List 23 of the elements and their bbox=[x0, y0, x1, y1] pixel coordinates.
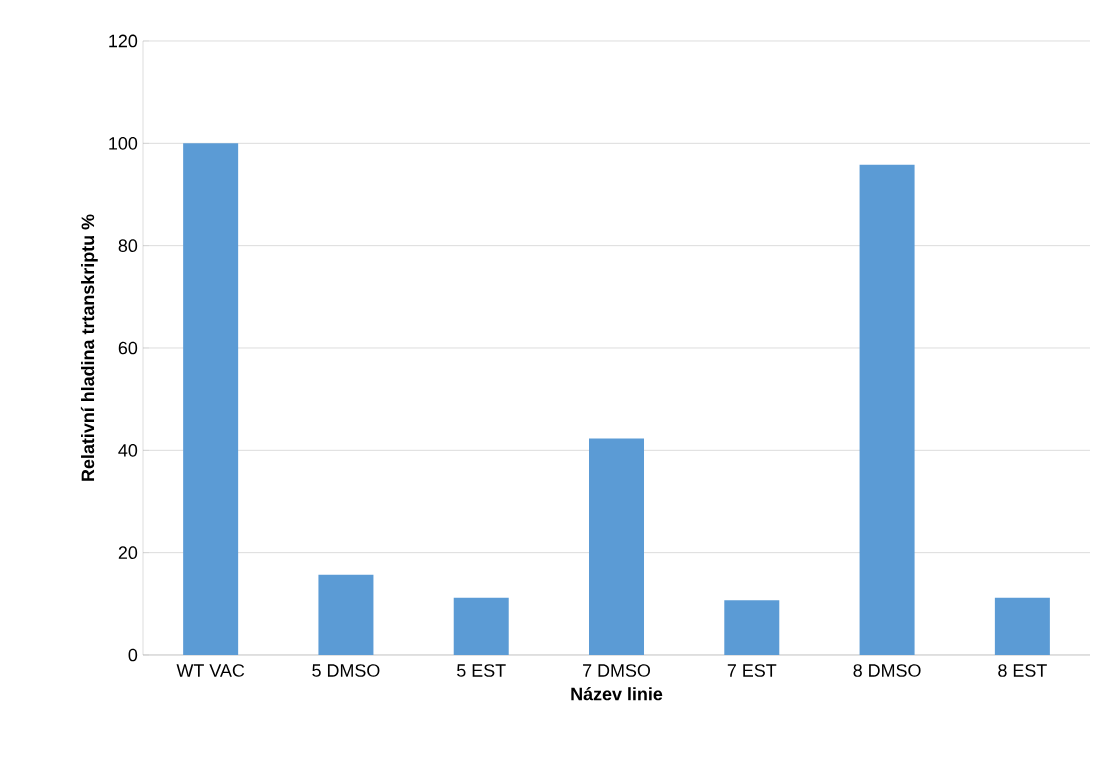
y-tick-label: 20 bbox=[118, 546, 138, 559]
x-tick-label: 5 DMSO bbox=[312, 664, 380, 677]
x-tick-label: 7 DMSO bbox=[583, 664, 651, 677]
y-tick-label: 80 bbox=[118, 239, 138, 252]
y-axis-title: Relativní hladina trtanskriptu % bbox=[80, 214, 98, 481]
x-tick-label: 8 DMSO bbox=[853, 664, 921, 677]
x-axis-title: Název linie bbox=[571, 687, 663, 701]
y-tick-label: 60 bbox=[118, 341, 138, 355]
x-tick-label: 7 EST bbox=[727, 664, 777, 677]
bar bbox=[183, 143, 239, 655]
y-tick-label: 120 bbox=[109, 34, 138, 48]
y-tick-label: 40 bbox=[118, 443, 138, 457]
y-tick-label: 100 bbox=[109, 136, 138, 150]
bar bbox=[589, 438, 645, 655]
y-tick-label: 0 bbox=[128, 648, 138, 662]
bar bbox=[724, 600, 780, 655]
bar bbox=[859, 164, 915, 655]
x-tick-label: 8 EST bbox=[998, 664, 1047, 677]
x-tick-label: WT VAC bbox=[176, 664, 245, 677]
bar bbox=[994, 597, 1050, 655]
bar bbox=[453, 597, 509, 655]
bar bbox=[318, 574, 374, 655]
x-tick-label: 5 EST bbox=[457, 664, 506, 677]
